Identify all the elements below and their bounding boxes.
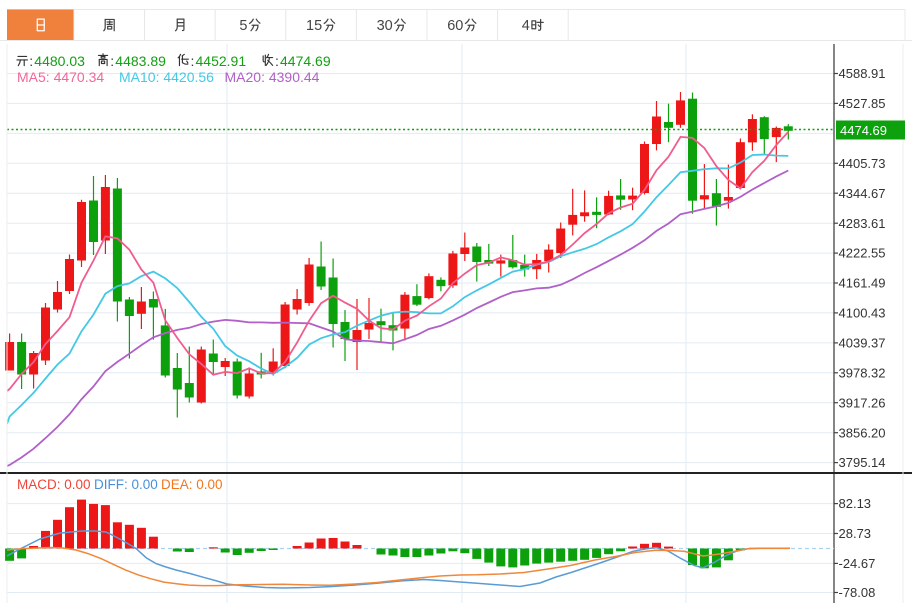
svg-text::: : [275,53,279,69]
svg-text:3795.14: 3795.14 [839,455,886,470]
svg-text:3917.26: 3917.26 [839,395,886,410]
svg-text:MACD: 0.00: MACD: 0.00 [17,477,91,492]
svg-text:-78.08: -78.08 [839,585,876,600]
svg-text:15: 15 [306,18,322,34]
svg-text:4480.03: 4480.03 [34,53,85,69]
svg-text:4161.49: 4161.49 [839,276,886,291]
svg-text::: : [29,53,33,69]
svg-text::: : [110,53,114,69]
svg-text:4527.85: 4527.85 [839,96,886,111]
svg-text:DEA: 0.00: DEA: 0.00 [161,477,223,492]
svg-text:3978.32: 3978.32 [839,365,886,380]
svg-text::: : [191,53,195,69]
svg-text:4100.43: 4100.43 [839,306,886,321]
svg-text:28.73: 28.73 [839,526,872,541]
svg-text:30: 30 [377,18,393,34]
svg-text:4222.55: 4222.55 [839,246,886,261]
svg-text:60: 60 [447,18,463,34]
svg-text:4344.67: 4344.67 [839,186,886,201]
svg-text:4483.89: 4483.89 [115,53,166,69]
svg-text:MA20: 4390.44: MA20: 4390.44 [225,69,320,85]
svg-text:4474.69: 4474.69 [280,53,331,69]
svg-text:MA10: 4420.56: MA10: 4420.56 [119,69,214,85]
svg-text:4039.37: 4039.37 [839,336,886,351]
svg-text:3856.20: 3856.20 [839,425,886,440]
svg-text:DIFF: 0.00: DIFF: 0.00 [94,477,158,492]
svg-text:-24.67: -24.67 [839,556,876,571]
svg-text:MA5: 4470.34: MA5: 4470.34 [17,69,104,85]
svg-text:4405.73: 4405.73 [839,156,886,171]
svg-text:4283.61: 4283.61 [839,216,886,231]
svg-text:5: 5 [239,18,247,34]
svg-text:4588.91: 4588.91 [839,66,886,81]
svg-text:82.13: 82.13 [839,496,872,511]
svg-text:4: 4 [522,18,530,34]
svg-text:4474.69: 4474.69 [840,123,887,138]
svg-text:4452.91: 4452.91 [196,53,247,69]
